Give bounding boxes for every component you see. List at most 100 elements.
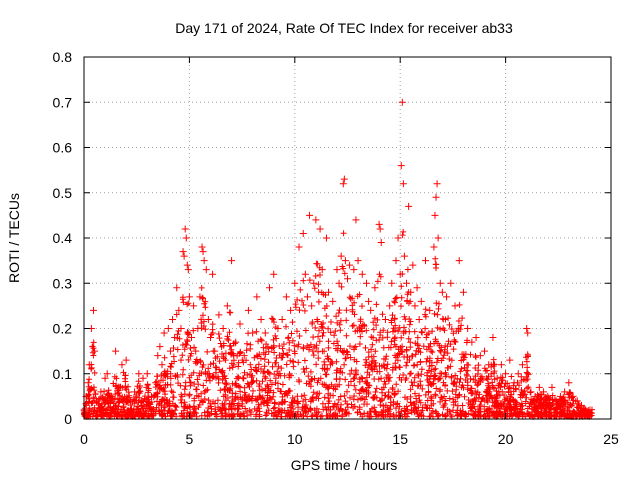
data-point <box>181 225 189 233</box>
data-point <box>101 374 109 382</box>
data-point <box>154 352 162 360</box>
data-point <box>303 293 311 301</box>
data-point <box>421 257 429 265</box>
data-point <box>253 293 261 301</box>
data-point <box>443 293 451 301</box>
data-point <box>377 239 385 247</box>
data-point <box>219 325 227 332</box>
data-point <box>376 225 384 233</box>
data-point <box>405 202 413 210</box>
data-point <box>433 180 441 188</box>
data-point <box>301 270 309 278</box>
data-point <box>531 392 539 400</box>
data-point <box>561 388 569 396</box>
data-point <box>84 379 92 387</box>
data-point <box>527 388 535 396</box>
y-tick-label: 0.1 <box>53 366 73 382</box>
dense-points <box>81 228 595 420</box>
data-point <box>481 347 489 355</box>
data-point <box>548 383 556 391</box>
data-point <box>295 243 303 251</box>
data-point <box>223 302 231 310</box>
data-point <box>344 275 351 283</box>
data-point <box>85 361 93 369</box>
data-point <box>497 361 505 369</box>
data-point <box>173 284 181 292</box>
data-point <box>198 243 206 251</box>
data-point <box>523 325 531 332</box>
data-point <box>143 370 151 378</box>
data-point <box>398 98 406 106</box>
data-point <box>318 266 326 274</box>
data-point <box>310 279 318 287</box>
data-point <box>434 234 442 242</box>
data-point <box>190 302 198 310</box>
data-point <box>261 329 269 337</box>
data-point <box>337 252 345 260</box>
data-point <box>335 279 343 287</box>
data-point <box>107 392 115 400</box>
x-tick-label: 0 <box>80 431 88 447</box>
data-point <box>204 315 212 323</box>
data-point <box>472 334 480 342</box>
data-point <box>459 288 467 296</box>
data-point <box>182 234 190 242</box>
data-point <box>371 284 379 292</box>
data-point <box>388 279 396 287</box>
data-point <box>192 347 200 355</box>
data-point <box>468 338 476 346</box>
data-point <box>179 248 187 256</box>
data-point <box>188 334 196 342</box>
chart-title: Day 171 of 2024, Rate Of TEC Index for r… <box>175 20 513 36</box>
data-point <box>287 306 295 314</box>
data-point <box>399 180 407 188</box>
data-point <box>147 392 155 400</box>
scatter-points <box>80 98 594 414</box>
data-point <box>489 334 497 342</box>
data-point <box>209 270 217 278</box>
data-point <box>341 257 349 265</box>
data-point <box>396 270 404 278</box>
data-point <box>506 356 514 364</box>
data-point <box>299 229 307 237</box>
data-point <box>215 311 223 319</box>
data-point <box>306 211 314 219</box>
data-point <box>211 347 219 355</box>
data-point <box>166 347 174 355</box>
data-point <box>535 383 543 391</box>
data-point <box>493 374 501 382</box>
data-point <box>432 193 440 201</box>
data-point <box>400 252 408 260</box>
data-point <box>354 257 362 265</box>
data-point <box>139 374 147 382</box>
data-point <box>274 325 282 332</box>
data-point <box>312 216 320 224</box>
data-point <box>340 175 348 183</box>
data-point <box>552 397 560 405</box>
data-point <box>413 284 421 292</box>
data-point <box>556 392 564 400</box>
data-point <box>266 284 274 292</box>
data-point <box>244 306 252 314</box>
data-point <box>97 388 105 396</box>
data-point <box>455 257 463 265</box>
data-point <box>397 162 405 170</box>
y-tick-label: 0.4 <box>53 230 73 246</box>
data-point <box>122 356 130 364</box>
data-point <box>177 325 185 332</box>
data-point <box>175 306 183 314</box>
data-point <box>586 406 594 414</box>
data-point <box>169 315 177 323</box>
x-axis-label: GPS time / hours <box>291 457 398 473</box>
data-point <box>325 288 333 296</box>
data-point <box>464 325 472 332</box>
data-point <box>158 361 166 369</box>
data-point <box>93 397 101 405</box>
y-axis-ticks: 0 0.1 0.2 0.3 0.4 0.5 0.6 0.7 0.8 <box>53 49 611 427</box>
data-point <box>352 216 360 224</box>
data-point <box>126 397 134 405</box>
data-point <box>447 279 455 287</box>
data-point <box>514 370 522 378</box>
data-point <box>365 297 373 305</box>
